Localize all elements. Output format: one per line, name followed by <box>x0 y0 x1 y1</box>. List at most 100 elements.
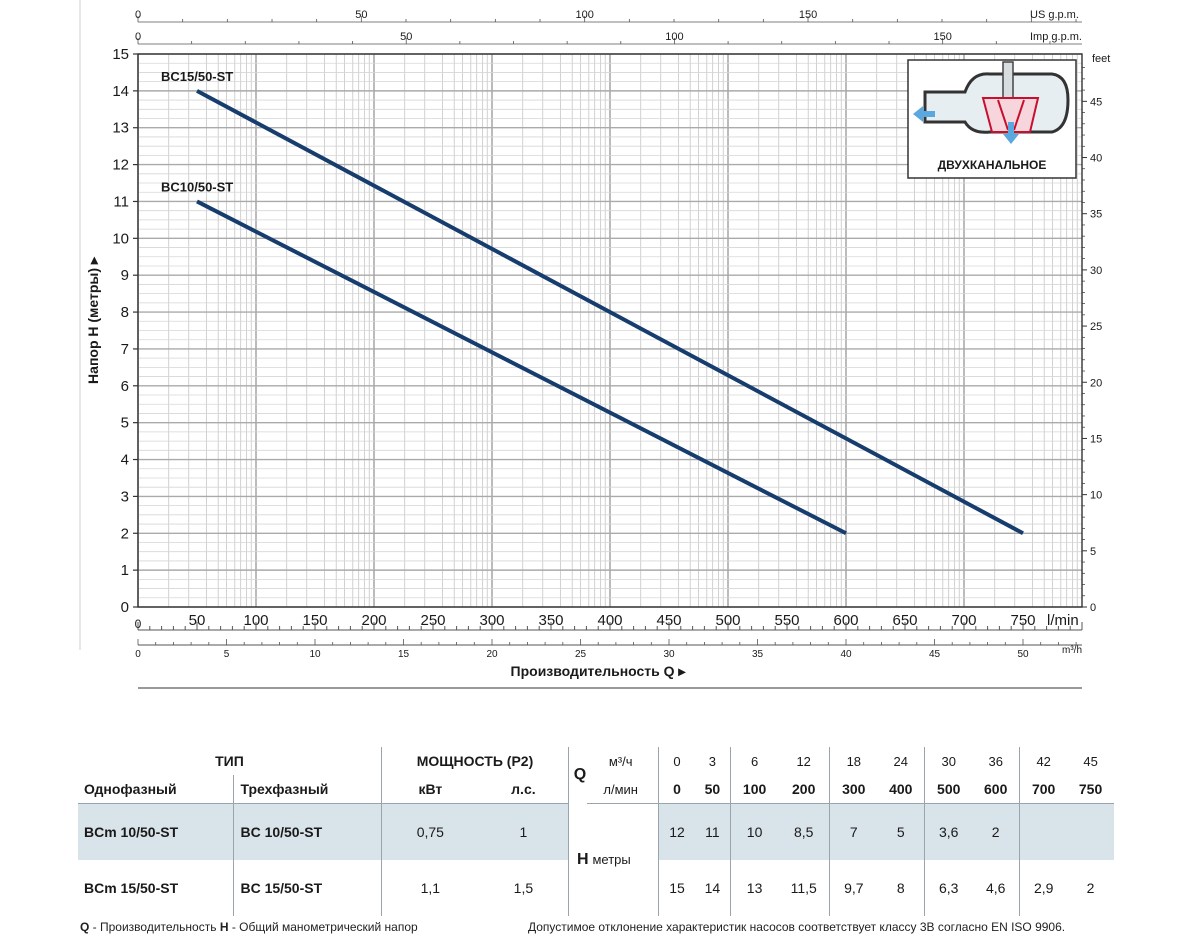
q-lmin-5: 400 <box>877 775 925 804</box>
right-unit-feet: feet <box>1092 53 1110 65</box>
x-tick-label-lmin: 750 <box>1010 612 1035 629</box>
right-tick-label-feet: 30 <box>1090 265 1102 277</box>
table-row: BCm 10/50-ST BC 10/50-ST 0,75 1 H метры … <box>78 803 1114 916</box>
top-tick-label-us: 100 <box>575 9 593 21</box>
power-kw: 0,75 <box>380 803 479 860</box>
y-tick-label: 8 <box>121 304 129 321</box>
x-tick-label-m3h: 20 <box>486 649 498 660</box>
y-tick-label: 9 <box>121 267 129 284</box>
x-tick-label-lmin: 400 <box>597 612 622 629</box>
x-tick-label-lmin: 100 <box>243 612 268 629</box>
model-three: BC 15/50-ST <box>233 860 382 916</box>
x-tick-label-m3h: 15 <box>398 649 410 660</box>
x-tick-label-lmin: 600 <box>833 612 858 629</box>
head-value: 6,3 <box>924 860 973 916</box>
x-tick-label-lmin: 0 <box>135 617 142 631</box>
header-power: МОЩНОСТЬ (P2) <box>380 747 569 775</box>
q-m3h-6: 30 <box>924 747 973 775</box>
head-value: 15 <box>658 860 695 916</box>
right-tick-label-feet: 15 <box>1090 433 1102 445</box>
x-tick-label-m3h: 25 <box>575 649 587 660</box>
footnote-h-text: - Общий манометрический напор <box>228 920 418 934</box>
x-unit-m3h: m³/h <box>1062 645 1082 656</box>
y-tick-label: 14 <box>112 83 129 100</box>
footnote-h: H <box>219 920 229 934</box>
q-unit-lmin: л/мин <box>587 775 659 804</box>
q-m3h-3: 12 <box>796 753 811 769</box>
model-three: BC 10/50-ST <box>233 803 382 860</box>
model-single: BCm 10/50-ST <box>78 803 234 860</box>
x-tick-label-lmin: 450 <box>656 612 681 629</box>
y-tick-label: 11 <box>113 193 129 210</box>
performance-table: ТИП МОЩНОСТЬ (P2) Q м³/ч 0 3 6 12 18 24 … <box>78 747 1114 916</box>
impeller-diagram <box>913 61 1070 144</box>
top-tick-label-imp: 0 <box>135 31 141 43</box>
x-tick-label-m3h: 10 <box>309 649 321 660</box>
q-lmin-6: 500 <box>924 775 973 804</box>
y-tick-label: 2 <box>121 525 129 542</box>
plot-frame <box>137 53 1083 608</box>
top-tick-label-imp: 100 <box>665 31 683 43</box>
right-tick-label-feet: 25 <box>1090 321 1102 333</box>
x-tick-label-lmin: 200 <box>361 612 386 629</box>
q-lmin-2: 100 <box>730 775 779 804</box>
footnote-legend: Q - Производительность H - Общий маномет… <box>80 920 418 934</box>
y-tick-label: 6 <box>121 378 129 395</box>
top-tick-label-us: 150 <box>799 9 817 21</box>
head-value: 14 <box>704 880 721 896</box>
series-label: BC10/50-ST <box>161 179 233 194</box>
h-label: H метры <box>568 803 659 916</box>
head-value: 3,6 <box>924 803 973 860</box>
top-tick-label-imp: 150 <box>933 31 951 43</box>
x-tick-label-lmin: 550 <box>774 612 799 629</box>
right-tick-label-feet: 40 <box>1090 153 1102 165</box>
top-tick-label-imp: 50 <box>400 31 412 43</box>
h-unit: метры <box>592 852 631 867</box>
q-m3h-9: 45 <box>1083 753 1098 769</box>
head-value: 2 <box>972 803 1020 860</box>
q-m3h-4: 18 <box>829 747 878 775</box>
x-tick-label-m3h: 35 <box>752 649 764 660</box>
head-value: 7 <box>829 803 878 860</box>
x-tick-label-m3h: 5 <box>224 649 230 660</box>
x-tick-label-lmin: 150 <box>302 612 327 629</box>
x-tick-label-lmin: 50 <box>189 612 206 629</box>
x-tick-label-m3h: 50 <box>1017 649 1029 660</box>
y-tick-label: 3 <box>121 488 129 505</box>
footnote-q: Q <box>80 920 90 934</box>
impeller-channels <box>997 99 1025 131</box>
q-m3h-7: 36 <box>988 753 1003 769</box>
q-m3h-1: 3 <box>708 753 717 769</box>
right-tick-label-feet: 0 <box>1090 602 1096 614</box>
q-lmin-9: 750 <box>1067 775 1114 804</box>
top-unit-imp: Imp g.p.m. <box>1030 31 1082 43</box>
head-value: 12 <box>658 803 695 860</box>
q-lmin-1: 50 <box>694 775 731 804</box>
right-tick-label-feet: 10 <box>1090 490 1102 502</box>
q-lmin-8: 700 <box>1019 775 1068 804</box>
y-tick-label: 12 <box>112 157 129 174</box>
inset-label: ДВУХКАНАЛЬНОЕ <box>938 158 1047 172</box>
header-single-phase: Однофазный <box>78 775 234 804</box>
y-tick-label: 4 <box>121 452 129 469</box>
top-tick-label-us: 50 <box>355 9 367 21</box>
q-m3h-2: 6 <box>730 747 779 775</box>
top-unit-us: US g.p.m. <box>1030 9 1079 21</box>
y-tick-label: 13 <box>112 120 129 137</box>
head-value: 11 <box>694 803 731 860</box>
head-value: 11,5 <box>790 880 817 896</box>
power-hp: 1,5 <box>513 880 534 896</box>
head-value: 9,7 <box>829 860 878 916</box>
x-tick-label-lmin: 500 <box>715 612 740 629</box>
y-tick-label: 7 <box>121 341 129 358</box>
series-line <box>196 199 847 536</box>
head-value: 13 <box>730 860 779 916</box>
x-tick-label-lmin: 650 <box>892 612 917 629</box>
q-unit-m3h: м³/ч <box>608 753 633 769</box>
header-three-phase: Трехфазный <box>233 775 382 804</box>
series-line <box>196 89 1024 536</box>
h-symbol: H <box>577 851 589 868</box>
q-m3h-5: 24 <box>893 753 908 769</box>
x-unit-lmin: l/min <box>1047 612 1079 629</box>
